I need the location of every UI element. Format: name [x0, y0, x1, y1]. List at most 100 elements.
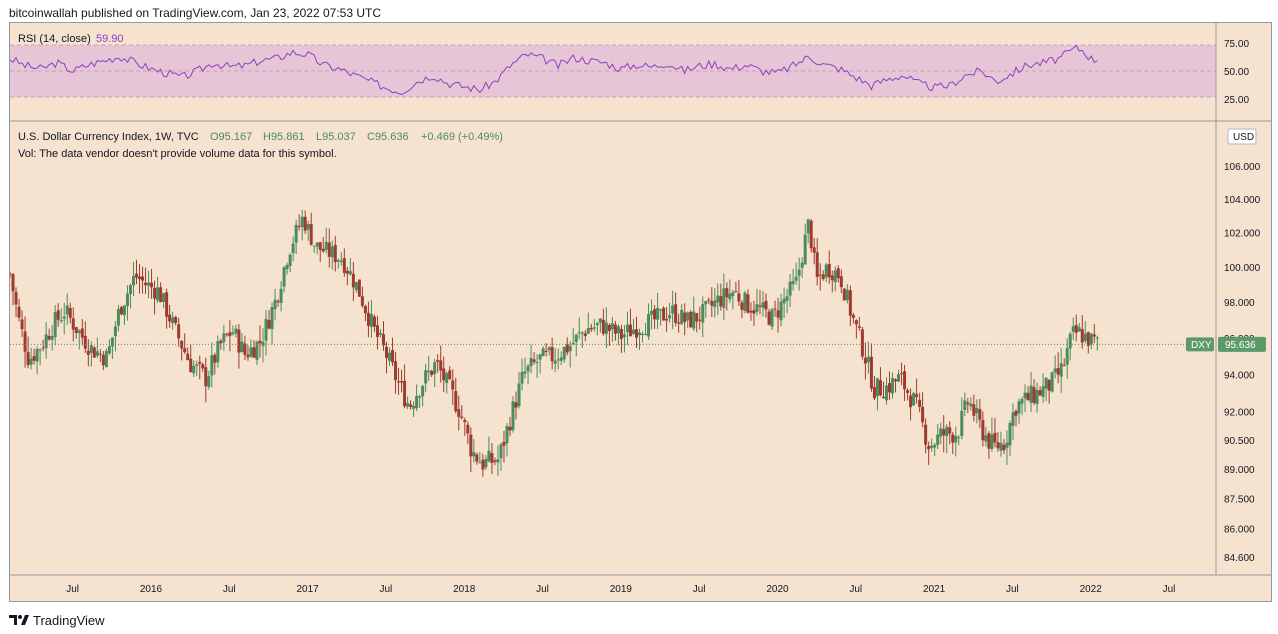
candle-body	[924, 424, 928, 445]
candle-body	[764, 300, 768, 310]
candle-body	[1038, 390, 1042, 396]
candle-body	[110, 337, 114, 347]
candle-body	[625, 324, 629, 333]
candle-body	[397, 381, 401, 383]
candle-body	[240, 341, 244, 352]
candle-body	[866, 356, 870, 363]
candle-body	[89, 345, 93, 353]
candle-body	[113, 326, 117, 337]
candle-body	[1050, 372, 1054, 392]
candle-body	[460, 416, 464, 418]
candle-body	[969, 403, 973, 407]
candle-body	[400, 381, 404, 383]
candle-body	[592, 327, 596, 329]
candle-body	[98, 353, 102, 355]
time-tick-label: 2018	[453, 584, 476, 595]
candle-body	[86, 350, 90, 355]
price-pane: U.S. Dollar Currency Index, 1W, TVC O95.…	[10, 128, 1266, 564]
candle-body	[686, 312, 690, 321]
candle-body	[11, 274, 15, 292]
candle-body	[704, 301, 708, 305]
candle-body	[424, 370, 428, 384]
candle-body	[830, 275, 834, 281]
candle-body	[668, 314, 672, 319]
candle-body	[237, 329, 241, 353]
currency-badge[interactable]: USD	[1227, 128, 1257, 145]
candle-body	[125, 293, 129, 307]
candle-body	[809, 220, 813, 249]
candle-body	[210, 355, 214, 376]
candle-body	[285, 264, 289, 270]
candle-body	[490, 453, 494, 463]
publisher-header: bitcoinwallah published on TradingView.c…	[9, 6, 382, 20]
candle-body	[1020, 398, 1024, 404]
candle-body	[728, 293, 732, 300]
candle-body	[622, 334, 626, 338]
candle-body	[833, 270, 837, 283]
candle-body	[562, 346, 566, 360]
candle-body	[713, 300, 717, 307]
candle-body	[851, 314, 855, 318]
legend-change: +0.469 (+0.49%)	[421, 131, 503, 143]
price-tick-label: 98.000	[1224, 298, 1255, 309]
candle-body	[47, 335, 51, 340]
candle-body	[848, 290, 852, 316]
candle-body	[788, 281, 792, 296]
last-price-label: 95.636	[1225, 340, 1256, 351]
candle-body	[909, 395, 913, 408]
candle-body	[665, 319, 669, 321]
time-axis-ticks[interactable]: Jul 2016 Jul 2017 Jul 2018 Jul 2019 Jul 2020 Jul 20…	[66, 584, 1175, 595]
chart-frame[interactable]: RSI (14, close) 59.90 75.00 50.00 25.00 …	[9, 22, 1272, 602]
candle-body	[927, 445, 931, 450]
candle-body	[1092, 334, 1096, 337]
candle-body	[80, 328, 84, 338]
candle-body	[595, 323, 599, 326]
candle-body	[984, 435, 988, 442]
candle-body	[553, 360, 557, 364]
chart-canvas[interactable]: RSI (14, close) 59.90 75.00 50.00 25.00 …	[10, 23, 1271, 601]
candle-body	[472, 452, 476, 457]
candle-body	[746, 294, 750, 313]
candle-body	[755, 304, 759, 312]
candle-body	[141, 276, 145, 281]
candle-body	[128, 285, 132, 295]
candle-body	[303, 216, 307, 231]
candle-body	[463, 419, 467, 423]
candle-body	[192, 365, 196, 374]
candle-body	[1074, 325, 1078, 333]
candle-body	[487, 450, 491, 462]
candle-body	[671, 305, 675, 314]
candle-body	[628, 324, 632, 337]
rsi-label: RSI (14, close)	[18, 33, 91, 45]
candle-body	[631, 329, 635, 334]
rsi-value: 59.90	[96, 33, 124, 45]
candle-body	[321, 248, 325, 252]
candle-body	[872, 387, 876, 399]
candle-body	[559, 357, 563, 361]
candle-body	[719, 296, 723, 307]
candle-body	[436, 360, 440, 362]
candle-body	[415, 395, 419, 409]
candle-body	[469, 434, 473, 457]
rsi-pane: RSI (14, close) 59.90 75.00 50.00 25.00	[10, 33, 1249, 106]
candle-body	[351, 273, 355, 288]
candle-body	[749, 310, 753, 313]
candle-body	[767, 311, 771, 325]
candle-body	[174, 316, 178, 323]
candle-body	[936, 434, 940, 445]
candle-body	[1068, 333, 1072, 349]
candle-body	[348, 271, 352, 275]
candle-body	[505, 426, 509, 444]
time-tick-label: 2016	[140, 584, 163, 595]
candle-body	[363, 306, 367, 314]
candle-body	[1062, 364, 1066, 366]
candle-body	[1065, 347, 1069, 365]
candle-body	[839, 276, 843, 288]
candle-body	[243, 343, 247, 355]
candle-body	[336, 259, 340, 262]
candle-body	[1086, 332, 1090, 346]
legend-open: O95.167	[210, 131, 252, 143]
candle-body	[1023, 392, 1027, 399]
candle-body	[900, 373, 904, 375]
candle-body	[604, 322, 608, 334]
